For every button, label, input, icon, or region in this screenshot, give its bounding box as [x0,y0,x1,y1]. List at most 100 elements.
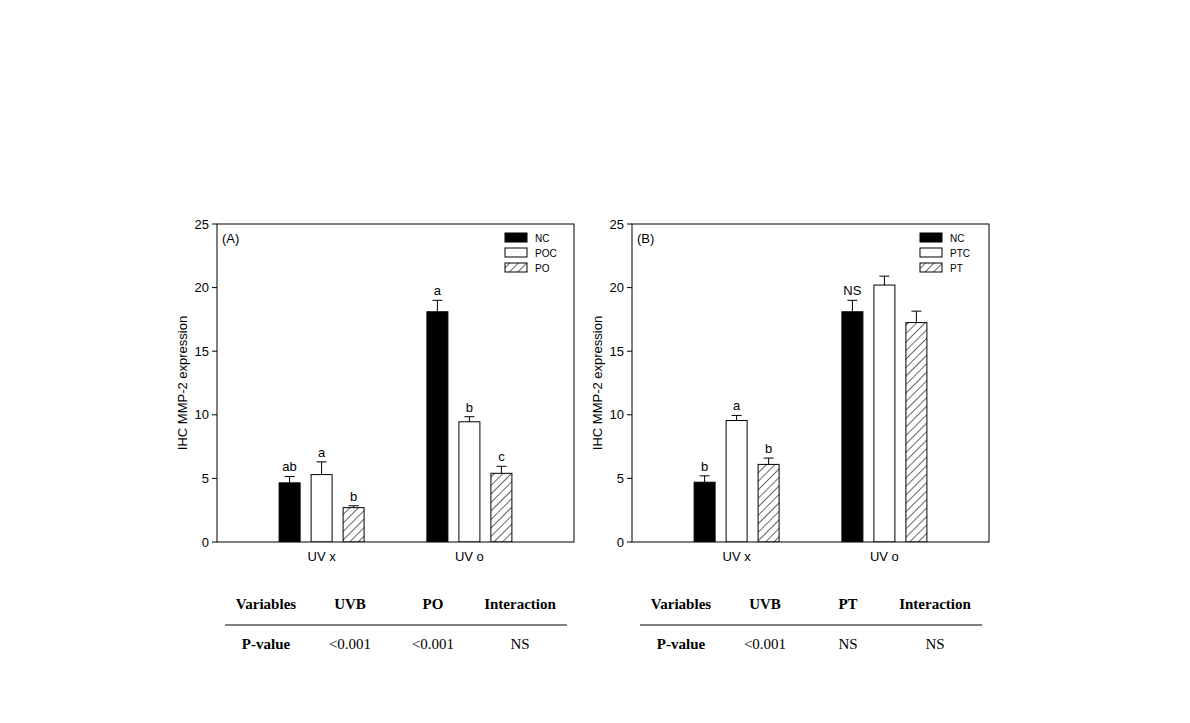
significance-letter: a [318,445,326,460]
table-header: Variables [651,596,711,612]
error-bar [432,300,442,311]
legend-swatch [920,263,942,272]
error-cap [464,416,474,417]
error-bar [349,506,359,508]
error-bar [700,476,710,482]
error-line [469,417,470,422]
legend-swatch [920,248,942,257]
error-line [916,311,917,322]
y-tick-label: 20 [195,280,209,295]
error-bar [732,415,742,420]
legend-swatch [505,263,527,272]
bar [726,421,747,542]
letters: b NS a b [701,283,862,474]
table-rule [225,625,567,626]
error-cap [879,276,889,277]
error-line [501,466,502,473]
y-tick [627,224,632,225]
panel-label: (B) [637,231,654,246]
y-axis-label: IHC MMP-2 expression [590,316,605,450]
error-bar [464,417,474,422]
error-cap [911,311,921,312]
significance-letter: c [498,449,505,464]
legend-swatch [920,233,942,242]
table-cell: NS [510,636,529,652]
error-line [768,458,769,464]
table-cell: P-value [657,636,706,652]
y-tick [212,478,217,479]
x-tick-label: UV o [870,549,899,564]
bar [343,508,364,542]
table-cell: NS [925,636,944,652]
error-line [437,300,438,311]
plot-frame [217,224,574,542]
error-cap [764,458,774,459]
y-tick-label: 0 [617,535,624,550]
significance-letter: b [765,441,772,456]
error-cap [496,466,506,467]
error-line [704,476,705,482]
table-header: Variables [236,596,296,612]
significance-letter: a [434,283,442,298]
bar [758,464,779,542]
error-line [884,276,885,285]
y-tick-label: 10 [195,407,209,422]
y-tick [212,224,217,225]
y-tick-label: 25 [610,217,624,232]
pvalue-table: VariablesUVBPOInteractionP-value<0.001<0… [225,596,567,652]
y-tick [627,542,632,543]
bar [491,473,512,542]
x-tick-label: UV x [308,549,337,564]
error-bar [879,276,889,285]
panel: 0510152025IHC MMP-2 expression(B)UV xUV … [590,217,989,653]
table-cell: <0.001 [412,636,454,652]
error-cap [432,300,442,301]
table-cell: <0.001 [329,636,371,652]
error-bar [496,466,506,473]
panel: 0510152025IHC MMP-2 expression(A)UV xUV … [175,217,574,653]
error-bar [317,462,327,475]
y-tick-label: 10 [610,407,624,422]
legend-label: PT [950,263,963,274]
error-bar [285,476,295,482]
x-tick-label: UV o [455,549,484,564]
y-tick [627,287,632,288]
y-axis-label: IHC MMP-2 expression [175,316,190,450]
y-tick-label: 0 [202,535,209,550]
error-cap [732,415,742,416]
error-bar [847,300,857,311]
y-tick [212,542,217,543]
y-tick [212,414,217,415]
error-cap [317,461,327,462]
y-tick [627,351,632,352]
bar [427,312,448,542]
figure: 0 5 10 15 20 25 IHC MMP-2 expression (A) UV x UV … [0,0,1190,723]
panel-label: (A) [222,231,239,246]
significance-letter: b [701,459,708,474]
table-header: Interaction [899,596,971,612]
error-line [736,415,737,420]
table-header: PT [838,596,857,612]
bars [279,300,512,542]
table-header: PO [423,596,444,612]
significance-letter: ab [282,459,296,474]
table-cell: P-value [242,636,291,652]
error-line [321,462,322,475]
significance-letter: a [733,398,741,413]
error-cap [349,505,359,506]
bar [459,422,480,542]
bar [842,312,863,542]
bars [694,276,927,542]
y-tick-label: 20 [610,280,624,295]
y-tick-label: 15 [195,344,209,359]
table-header: UVB [334,596,366,612]
y-tick [627,478,632,479]
y-tick-label: 5 [202,471,209,486]
legend-label: NC [535,233,549,244]
legend: NCPTCPT [920,233,970,274]
error-bar [911,311,921,322]
y-tick-label: 5 [617,471,624,486]
error-line [852,300,853,311]
significance-letter: NS [843,283,861,298]
error-cap [285,476,295,477]
